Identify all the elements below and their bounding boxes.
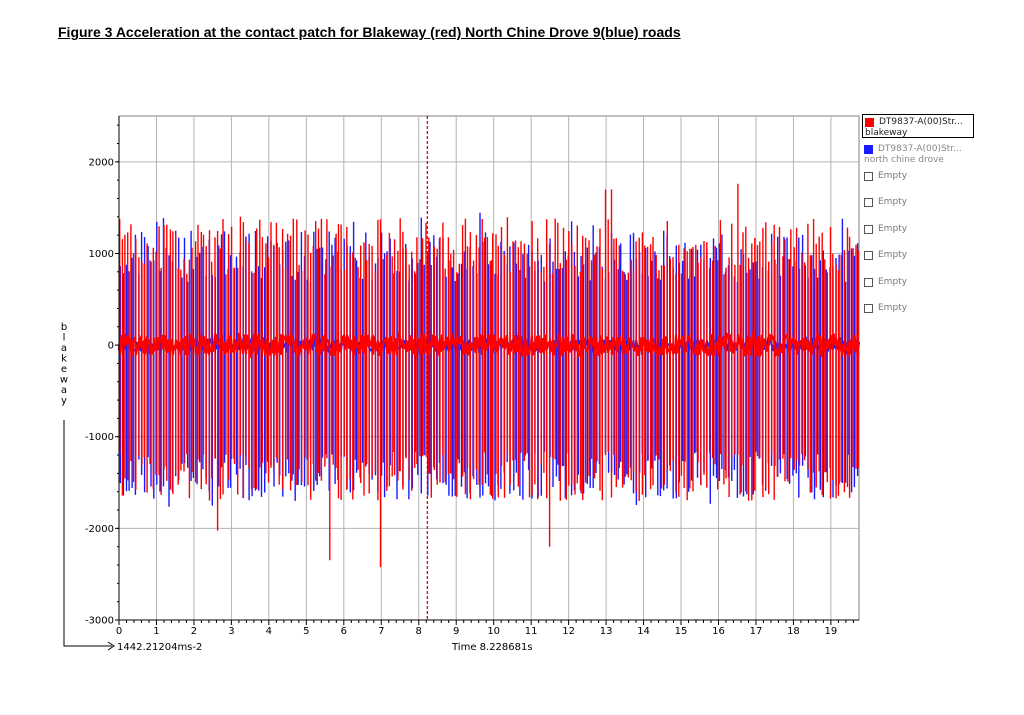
legend-empty-slot[interactable]: Empty <box>862 195 974 222</box>
y-tick-label: -1000 <box>85 432 114 443</box>
x-tick-label: 2 <box>191 626 197 637</box>
y-tick-label: -3000 <box>85 616 114 627</box>
x-tick-label: 19 <box>825 626 838 637</box>
y-axis-label-char: l <box>63 333 66 344</box>
x-tick-label: 10 <box>487 626 500 637</box>
y-axis-label-char: y <box>61 396 67 407</box>
legend-series-label: blakeway <box>865 128 908 138</box>
legend-item-blakeway[interactable]: DT9837-A(00)Str... blakeway <box>862 114 974 138</box>
legend-empty-label: Empty <box>878 197 908 207</box>
legend-series-label: north chine drove <box>864 155 944 165</box>
legend-empty-slot[interactable]: Empty <box>862 301 974 328</box>
legend-empty-label: Empty <box>878 276 908 287</box>
checkbox-icon[interactable] <box>864 198 873 207</box>
legend-empty-slot[interactable]: Empty <box>862 275 974 302</box>
x-tick-label: 4 <box>266 626 272 637</box>
checkbox-icon[interactable] <box>864 277 873 287</box>
y-axis-label-char: w <box>60 375 68 386</box>
x-tick-label: 12 <box>562 626 575 637</box>
y-axis-label-char: k <box>61 354 67 365</box>
x-tick-label: 13 <box>600 626 613 637</box>
checkbox-icon[interactable] <box>864 171 873 181</box>
legend-series-name: DT9837-A(00)Str... <box>879 117 963 127</box>
legend-swatch-red <box>865 118 874 127</box>
axis-selector-bracket <box>63 420 112 647</box>
legend-item-north-chine-drove[interactable]: DT9837-A(00)Str... north chine drove <box>862 142 974 169</box>
x-tick-label: 8 <box>416 626 422 637</box>
x-tick-label: 5 <box>303 626 309 637</box>
figure-title: Figure 3 Acceleration at the contact pat… <box>58 24 681 40</box>
legend-empty-label: Empty <box>878 223 908 234</box>
x-tick-label: 15 <box>675 626 688 637</box>
legend-empty-slot[interactable]: Empty <box>862 248 974 275</box>
x-tick-label: 16 <box>712 626 725 637</box>
x-tick-label: 17 <box>750 626 763 637</box>
x-tick-label: 1 <box>153 626 159 637</box>
y-axis-label-char: a <box>61 385 67 396</box>
x-tick-label: 9 <box>453 626 459 637</box>
x-readout: 1442.21204ms-2 <box>117 642 202 653</box>
x-tick-label: 6 <box>341 626 347 637</box>
legend-empty-slot[interactable]: Empty <box>862 169 974 196</box>
series-baseline-noise <box>117 330 860 360</box>
series-blakeway <box>117 183 860 568</box>
x-tick-label: 14 <box>637 626 650 637</box>
y-tick-label: 1000 <box>89 249 114 260</box>
checkbox-icon[interactable] <box>864 224 873 234</box>
y-axis-label-char: a <box>61 343 67 354</box>
axes <box>63 116 859 651</box>
x-tick-label: 3 <box>228 626 234 637</box>
y-axis-label-char: b <box>61 322 67 333</box>
series-spikes <box>119 183 859 568</box>
checkbox-icon[interactable] <box>864 251 873 260</box>
legend-empty-label: Empty <box>878 250 908 260</box>
y-tick-label: 2000 <box>89 157 114 168</box>
x-tick-label: 7 <box>378 626 384 637</box>
x-tick-label: 18 <box>787 626 800 637</box>
y-tick-label: -2000 <box>85 524 114 535</box>
legend-empty-label: Empty <box>878 170 908 181</box>
legend-swatch-blue <box>864 145 873 154</box>
legend-series-name: DT9837-A(00)Str... <box>878 144 962 154</box>
arrow-icon <box>107 641 115 651</box>
x-tick-label: 0 <box>116 626 122 637</box>
legend[interactable]: DT9837-A(00)Str... blakeway DT9837-A(00)… <box>862 114 974 328</box>
x-tick-label: 11 <box>525 626 538 637</box>
legend-empty-label: Empty <box>878 303 908 313</box>
y-axis-label-char: e <box>61 364 67 375</box>
checkbox-icon[interactable] <box>864 304 873 313</box>
y-tick-label: 0 <box>108 341 114 352</box>
cursor-readout: Time 8.228681s <box>451 642 533 653</box>
legend-empty-slot[interactable]: Empty <box>862 222 974 249</box>
